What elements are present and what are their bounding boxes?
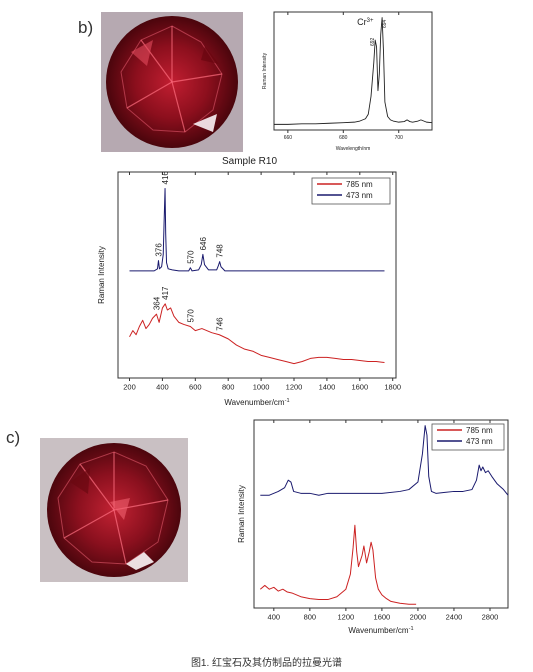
x-axis-label-sup: -1 [409,626,414,632]
legend-entry: 473 nm [346,191,373,200]
x-tick-label: 1400 [319,383,336,392]
plot-frame [117,171,397,379]
panel-label-c: c) [6,428,21,447]
x-tick-label: 660 [284,135,293,141]
peak-label-694: 694 [382,19,388,28]
x-tick-label: 800 [304,613,317,622]
x-tick-label: 600 [189,383,202,392]
series-line-473-nm [129,187,385,272]
x-tick-label: 200 [123,383,136,392]
ruby-gem-image-b [101,12,243,152]
x-tick-label: 400 [268,613,281,622]
y-axis-label: Raman Intensity [97,246,106,304]
y-axis-label: Raman Intensity [237,485,246,543]
legend-box [431,423,505,451]
peak-label: 646 [199,237,208,251]
x-tick-label: 400 [156,383,169,392]
legend-entry: 785 nm [466,426,493,435]
chart-b-inset: 660 680 700 Wavelength/nm Raman Intensity Cr3… [262,11,433,152]
x-tick-label: 1800 [384,383,401,392]
x-tick-label: 2400 [446,613,463,622]
panel-label-b: b) [78,18,94,37]
ruby-gem-image-c [40,438,188,582]
peak-label-692: 692 [370,37,376,46]
series-line-473-nm [260,425,509,496]
cr3-sup: 3+ [367,18,374,24]
x-tick-label: 1600 [351,383,368,392]
peak-label: 364 [152,296,161,310]
peak-label: 376 [154,243,163,257]
x-tick-label: 1000 [253,383,270,392]
peak-label: 570 [186,309,195,323]
legend-entry: 785 nm [346,180,373,189]
peak-label: 570 [186,250,195,264]
chart-c-main: 400 800 1200 1600 2000 2400 2800 Wavenumber/cm-… [237,419,509,635]
x-axis-label: Wavenumber/cm-1 [224,398,289,407]
x-tick-label: 800 [222,383,235,392]
x-axis-label-text: Wavenumber/cm [348,626,409,635]
x-axis-label-sup: -1 [285,398,290,404]
series-line-785-nm [259,524,417,605]
chart-b-main: 200 400 600 800 1000 1200 1400 1600 1800 Wavenumb… [97,171,401,407]
sample-label: Sample R10 [222,156,278,167]
x-tick-label: 1200 [338,613,355,622]
x-axis-label-text: Wavenumber/cm [224,398,285,407]
peak-label: 746 [215,317,224,331]
legend-box [311,177,391,205]
series-line-0 [274,17,433,125]
x-tick-label: 2800 [482,613,499,622]
x-tick-label: 2000 [410,613,427,622]
x-axis-label-text: Wavelength/nm [336,146,371,152]
series-line-785-nm [129,303,385,365]
legend-entry: 473 nm [466,437,493,446]
cr3-annotation: Cr3+ [357,17,374,27]
x-tick-label: 1200 [286,383,303,392]
x-axis-label: Wavenumber/cm-1 [348,626,413,635]
plot-frame [273,11,433,131]
x-tick-label: 680 [339,135,348,141]
x-axis-label: Wavelength/nm [336,146,371,152]
peak-label: 748 [216,244,225,258]
y-axis-label: Raman Intensity [262,52,268,89]
peak-label: 416 [161,171,170,185]
cr3-text: Cr [357,17,367,27]
plot-frame [253,419,509,609]
figure-caption: 图1. 红宝石及其仿制品的拉曼光谱 [190,658,343,669]
x-tick-label: 1600 [374,613,391,622]
x-tick-label: 700 [395,135,404,141]
peak-label: 417 [161,286,170,300]
